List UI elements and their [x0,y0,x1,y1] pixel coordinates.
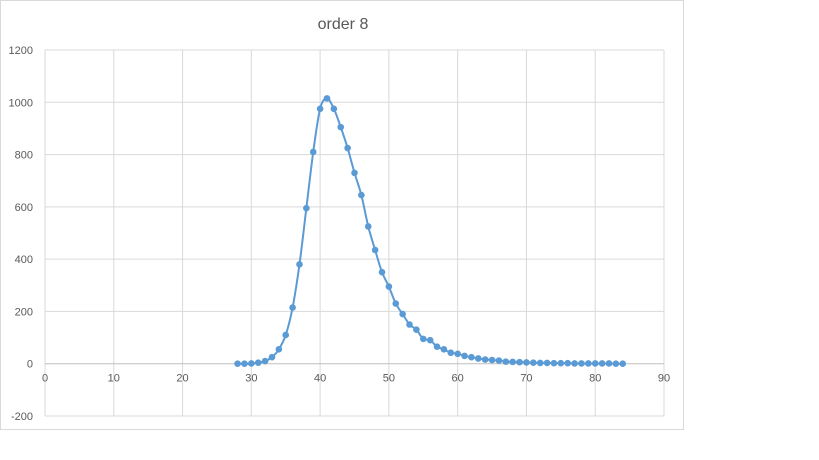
data-point [419,335,427,343]
data-point [413,326,420,334]
data-point [447,349,455,357]
y-tick-label: -200 [11,411,33,423]
data-point [523,359,530,366]
data-series [234,95,627,368]
data-point [399,310,406,318]
data-point [268,353,276,361]
data-point [426,336,434,344]
data-point [316,105,324,113]
data-point [282,331,290,339]
data-point [344,144,351,152]
x-tick-label: 70 [520,373,532,385]
y-tick-label: 200 [15,306,33,318]
data-point [502,358,510,365]
data-point [461,352,468,360]
line-chart: order 8 0 10 20 30 40 50 60 70 80 90 -200 0 200 400 60… [9,16,671,423]
x-tick-label: 40 [314,373,326,385]
data-point [619,360,627,368]
data-point [371,246,379,254]
y-tick-label: 600 [15,202,33,214]
data-point [509,358,516,366]
data-point [557,359,565,367]
y-tick-label: 1000 [9,97,33,109]
data-point [392,300,400,307]
x-tick-label: 30 [245,373,257,385]
data-point [475,355,482,362]
chart-frame: order 8 0 10 20 30 40 50 60 70 80 90 -200 0 200 400 60… [0,0,684,430]
x-tick-label: 20 [176,373,188,385]
data-point [303,204,310,212]
x-tick-label: 10 [108,373,120,385]
data-point [585,360,592,367]
data-point [612,360,620,368]
x-tick-label: 80 [589,373,601,385]
data-point [406,321,413,328]
data-point [564,359,572,367]
data-point [605,360,613,367]
data-point [543,359,551,367]
data-point [598,360,606,367]
x-tick-label: 50 [383,373,395,385]
data-point [481,356,489,363]
data-point [248,360,255,367]
data-point [488,356,496,364]
x-tick-label: 90 [658,373,670,385]
y-tick-label: 1200 [9,45,33,57]
data-point [378,268,386,276]
y-tick-label: 800 [15,150,33,162]
data-point [289,304,296,311]
y-tick-label: 400 [15,254,33,266]
x-tick-label: 0 [42,373,48,385]
data-point [234,360,241,368]
data-point [330,105,338,113]
data-point [530,359,537,366]
data-point [468,353,475,361]
data-point [275,346,283,353]
chart-title: order 8 [318,16,369,33]
axis-tick-labels: 0 10 20 30 40 50 60 70 80 90 -200 0 200 400 600 800 1000… [9,45,671,423]
data-point [337,123,345,131]
data-point [433,343,441,351]
data-point [536,359,544,367]
data-point [591,360,599,367]
data-point [254,359,262,366]
data-point [241,360,248,368]
data-point [296,261,303,268]
data-point [351,169,358,177]
data-point [364,223,372,230]
data-point [440,346,448,353]
data-point [309,148,317,156]
data-point [571,360,578,367]
data-point [516,358,523,366]
gridlines [44,49,665,417]
data-point [323,95,331,102]
data-point [578,360,585,367]
data-point [261,357,269,365]
data-point [454,350,461,358]
series-line [237,97,623,365]
y-tick-label: 0 [27,359,33,371]
data-point [358,191,365,199]
data-point [495,357,503,364]
data-point [550,359,558,367]
x-tick-label: 60 [452,373,464,385]
data-point [385,283,393,290]
